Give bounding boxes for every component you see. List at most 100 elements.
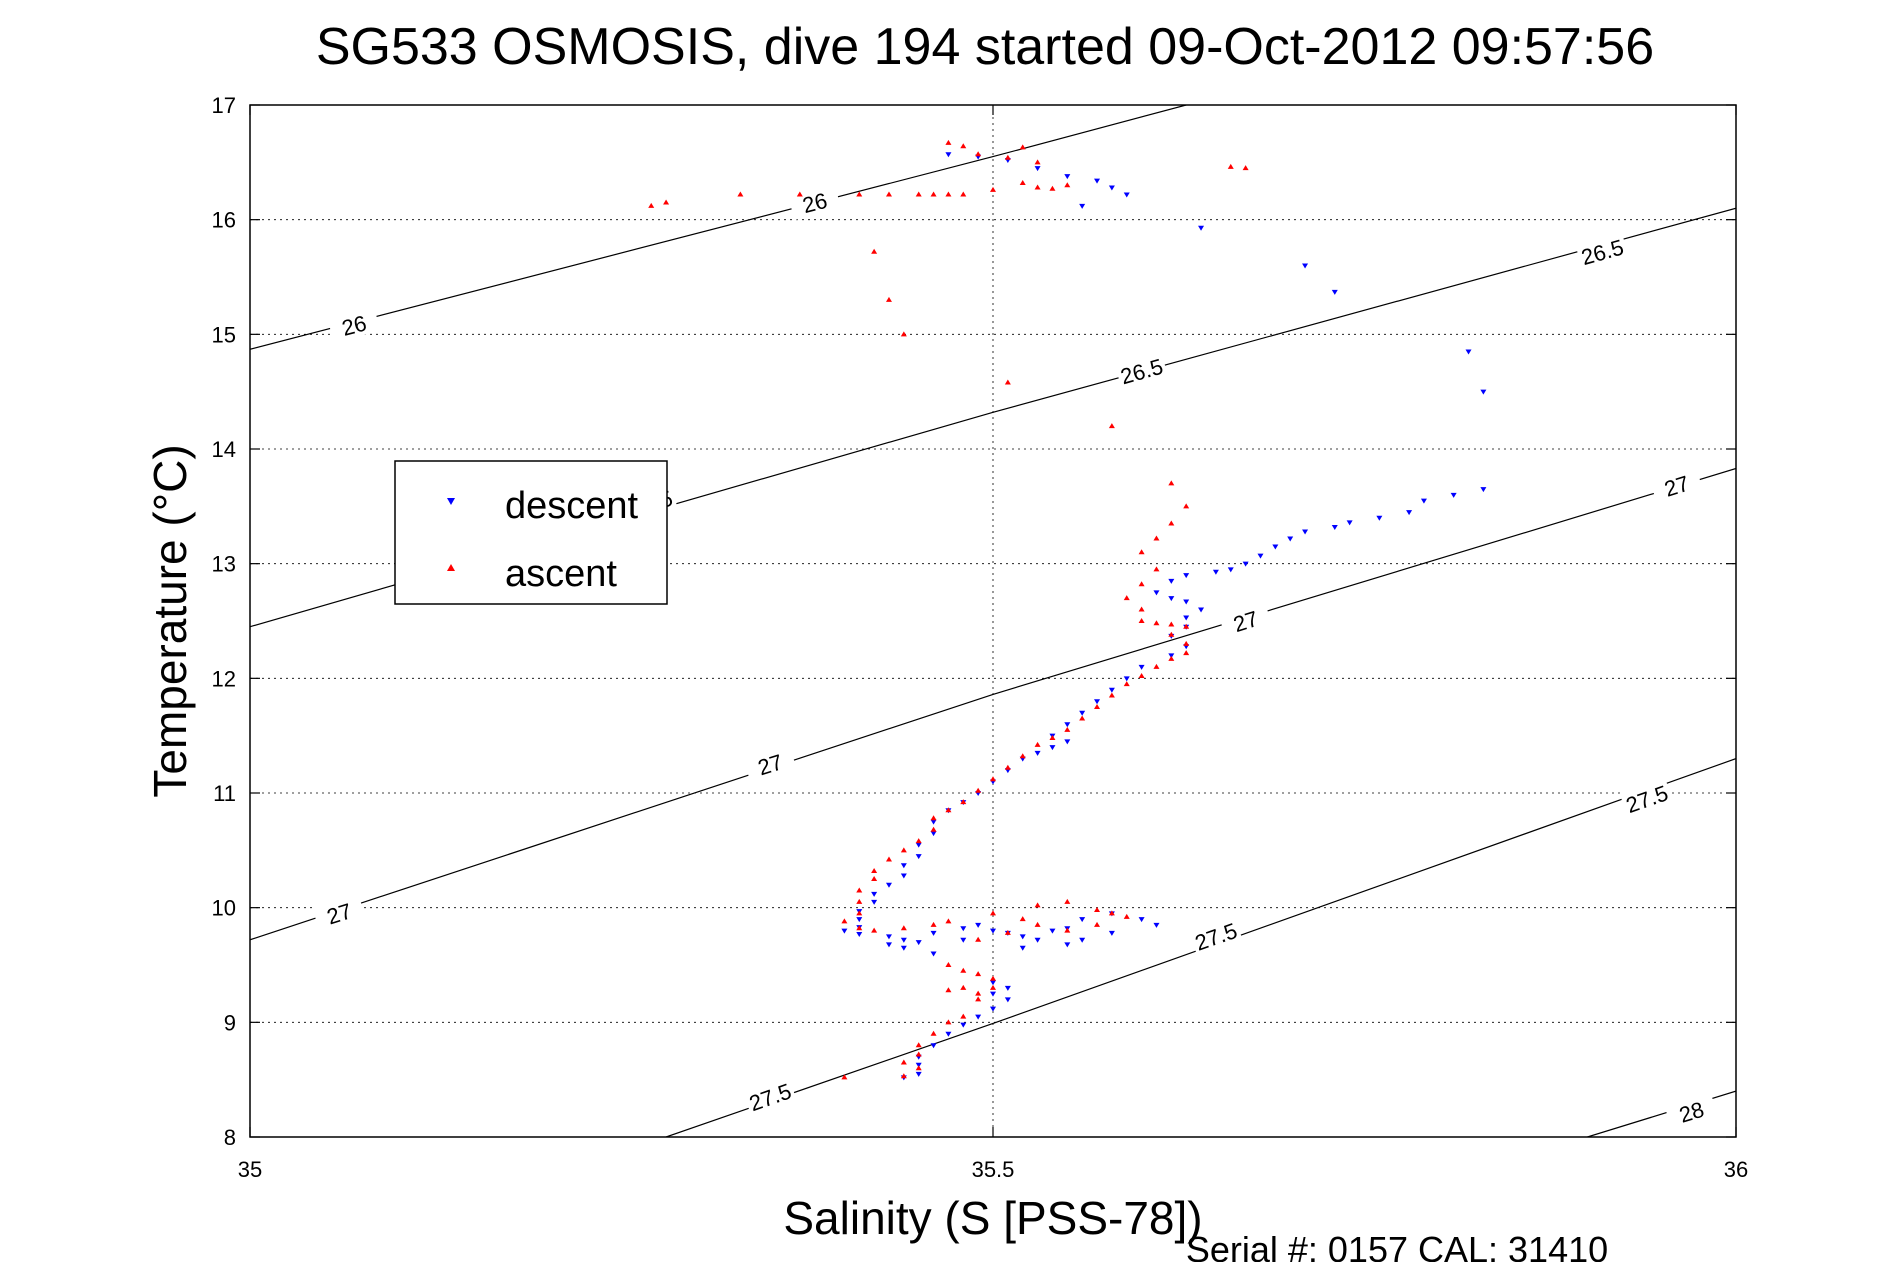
ascent-point: [915, 1065, 922, 1071]
descent-point: [1079, 710, 1086, 716]
descent-point: [1004, 997, 1011, 1003]
descent-point: [1183, 599, 1190, 605]
descent-point: [960, 937, 967, 943]
descent-point: [990, 980, 996, 986]
ascent-point: [960, 984, 967, 990]
descent-point: [915, 1071, 922, 1077]
y-tick-label: 9: [224, 1010, 236, 1035]
ascent-point: [737, 191, 744, 197]
descent-point: [900, 945, 907, 951]
ascent-point: [945, 1019, 952, 1025]
ascent-point: [1168, 655, 1175, 661]
density-contour-label: 27.5: [1623, 780, 1672, 818]
descent-point: [1108, 185, 1115, 191]
descent-point: [1376, 515, 1383, 521]
ascent-point: [1108, 423, 1115, 429]
ascent-point: [1004, 764, 1011, 770]
ascent-point: [1049, 185, 1056, 191]
density-contour-label: 26.5: [1578, 234, 1626, 270]
ascent-point: [1034, 741, 1041, 747]
ascent-point: [945, 918, 952, 924]
y-tick-label: 14: [212, 437, 236, 462]
serial-cal-footer: Serial #: 0157 CAL: 31410: [1186, 1229, 1608, 1262]
ascent-point: [1183, 650, 1190, 656]
ascent-point: [960, 799, 967, 805]
ascent-point: [1034, 184, 1041, 190]
axis-ticks: 35 35.5 36 8 9 10 11 12 13 14 15 16 17: [212, 93, 1749, 1182]
descent-point: [1049, 745, 1056, 751]
descent-point: [885, 934, 892, 940]
descent-point: [1138, 917, 1145, 923]
ascent-point: [856, 910, 863, 916]
descent-point: [1108, 687, 1115, 693]
ascent-point: [960, 143, 967, 149]
ascent-point: [930, 815, 937, 821]
descent-point: [1034, 166, 1041, 172]
descent-point: [1287, 536, 1294, 542]
descent-point: [871, 891, 878, 897]
legend-box: [394, 460, 668, 605]
ascent-point: [871, 867, 878, 873]
ascent-point: [975, 936, 982, 942]
density-contour-line: [250, 105, 1187, 350]
density-contour-label-group: 27: [1218, 600, 1273, 640]
descent-point: [945, 152, 952, 158]
descent-point: [1168, 578, 1175, 584]
density-contour-label-group: 26: [327, 305, 381, 343]
descent-point: [1227, 567, 1234, 573]
ascent-point: [1138, 606, 1145, 612]
density-contour-label-bg: [1664, 1091, 1718, 1131]
ascent-point: [900, 331, 907, 337]
descent-point: [1049, 928, 1056, 934]
ascent-point: [915, 191, 922, 197]
descent-point: [930, 819, 937, 825]
density-contour-label: 26.5: [1118, 354, 1166, 390]
y-tick-label: 15: [212, 322, 236, 347]
descent-point: [1198, 225, 1205, 231]
density-contour-label-bg: [1649, 465, 1704, 505]
descent-point: [1019, 934, 1026, 940]
descent-point: [1064, 942, 1071, 948]
density-contour-label-bg: [1575, 231, 1629, 270]
descent-point: [1123, 192, 1130, 198]
descent-point: [1212, 569, 1219, 575]
ascent-point: [900, 1073, 907, 1079]
descent-point: [990, 928, 996, 934]
descent-point: [900, 863, 907, 869]
ascent-point: [915, 838, 922, 844]
ascent-series: [648, 139, 1249, 1080]
descent-point: [1094, 699, 1101, 705]
ascent-point: [663, 199, 670, 205]
descent-point: [1168, 596, 1175, 602]
chart-title: SG533 OSMOSIS, dive 194 started 09-Oct-2…: [316, 18, 1654, 76]
ascent-point: [1064, 927, 1071, 933]
ascent-point: [1138, 581, 1145, 587]
ascent-point: [1138, 673, 1145, 679]
ascent-point: [990, 776, 996, 782]
density-contour-label: 27.5: [1192, 918, 1241, 956]
ascent-point: [945, 807, 952, 813]
ascent-point: [1108, 692, 1115, 698]
ascent-point: [1079, 715, 1086, 721]
descent-point: [1346, 520, 1353, 526]
descent-point: [1480, 487, 1487, 493]
ascent-point: [1004, 154, 1011, 160]
density-contour-label-bg: [1619, 777, 1674, 819]
descent-point: [1242, 561, 1249, 567]
ascent-point: [960, 1013, 967, 1019]
density-contour-label: 26: [800, 188, 830, 218]
ascent-point: [648, 202, 655, 208]
descent-point: [1302, 263, 1309, 269]
ascent-point: [945, 987, 952, 993]
legend-descent-marker: [447, 498, 455, 505]
ascent-point: [871, 927, 878, 933]
density-contour-label: 27.5: [746, 1078, 795, 1116]
descent-point: [1450, 492, 1457, 498]
density-contour-label-group: 27: [312, 892, 366, 933]
descent-point: [915, 842, 922, 848]
density-contour-label-bg: [1218, 600, 1273, 640]
density-contour-label-bg: [742, 743, 797, 784]
descent-point: [1272, 544, 1279, 550]
density-contour-label-bg: [742, 1075, 797, 1117]
descent-point: [975, 922, 982, 928]
